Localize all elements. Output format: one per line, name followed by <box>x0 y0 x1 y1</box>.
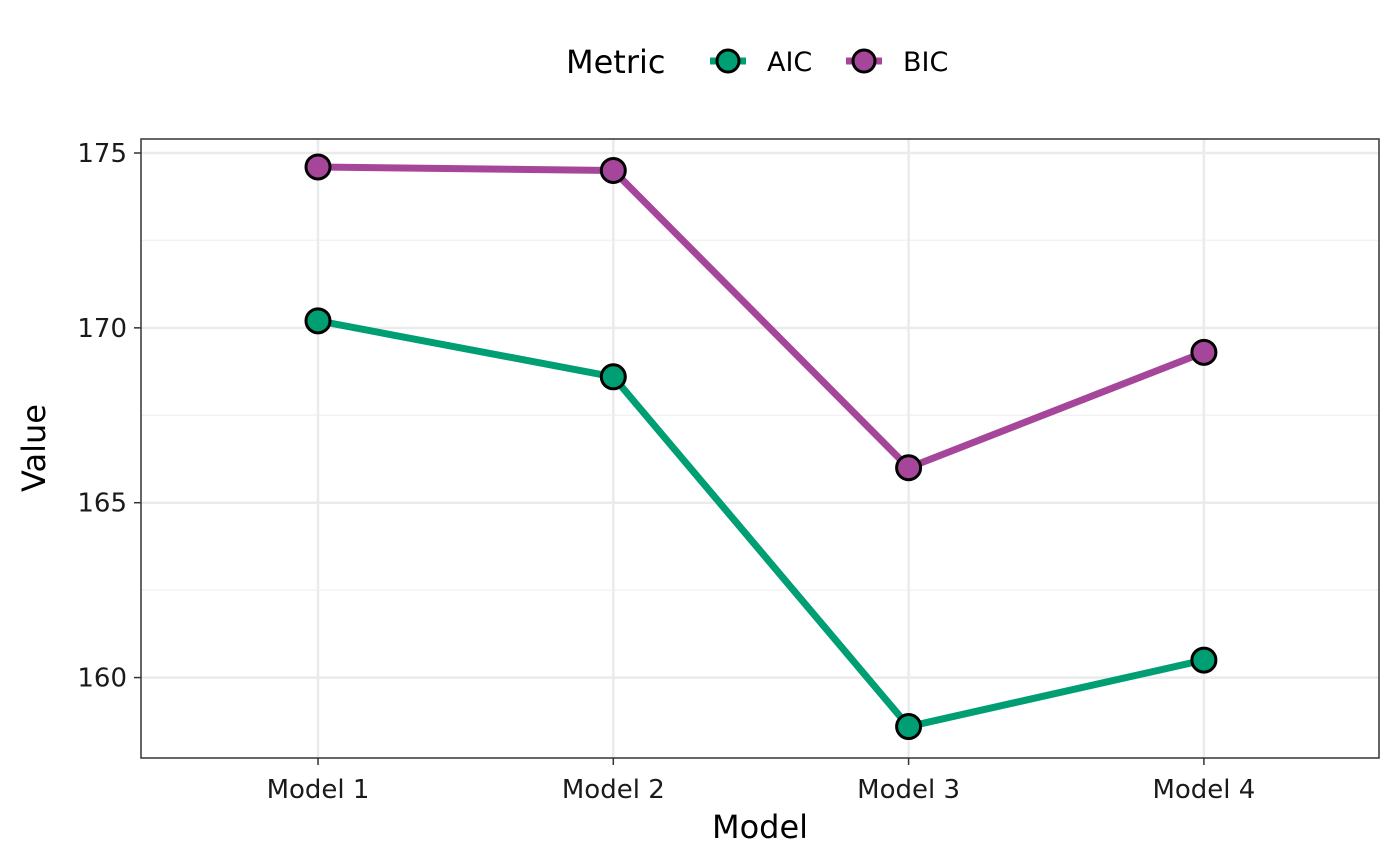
y-tick-label: 165 <box>77 489 127 519</box>
x-tick-label: Model 3 <box>857 775 960 805</box>
series-line-aic <box>317 317 1205 731</box>
x-axis: Model 1 Model 2 Model 3 Model 4 <box>267 758 1255 805</box>
series-line-bic <box>317 163 1206 472</box>
series-points <box>304 153 1218 741</box>
data-point-bic <box>304 153 332 181</box>
legend-item-aic: AIC <box>710 47 812 78</box>
plot-panel-border <box>140 138 1380 759</box>
data-point-aic <box>895 713 923 741</box>
legend-label: BIC <box>903 47 948 78</box>
legend-key-point <box>851 48 877 74</box>
y-tick-label: 175 <box>77 139 127 169</box>
y-axis: 160 165 170 175 <box>77 139 141 694</box>
data-point-aic <box>1190 646 1218 674</box>
x-tick-label: Model 1 <box>267 775 370 805</box>
data-point-aic <box>304 307 332 335</box>
y-axis-title: Value <box>15 404 53 492</box>
data-point-bic <box>599 156 627 184</box>
y-tick-label: 160 <box>77 664 127 694</box>
data-point-bic <box>895 454 923 482</box>
legend-label: AIC <box>767 47 812 78</box>
x-tick-label: Model 4 <box>1152 775 1255 805</box>
x-tick-label: Model 2 <box>562 775 665 805</box>
data-point-aic <box>599 363 627 391</box>
legend: Metric AIC BIC <box>566 43 948 81</box>
x-axis-title: Model <box>712 808 808 846</box>
plot-panel-background <box>141 139 1379 758</box>
y-tick-label: 170 <box>77 314 127 344</box>
data-point-bic <box>1190 338 1218 366</box>
series-lines <box>317 163 1206 731</box>
legend-title: Metric <box>566 43 665 81</box>
legend-item-bic: BIC <box>846 47 948 78</box>
legend-key-point <box>715 48 741 74</box>
